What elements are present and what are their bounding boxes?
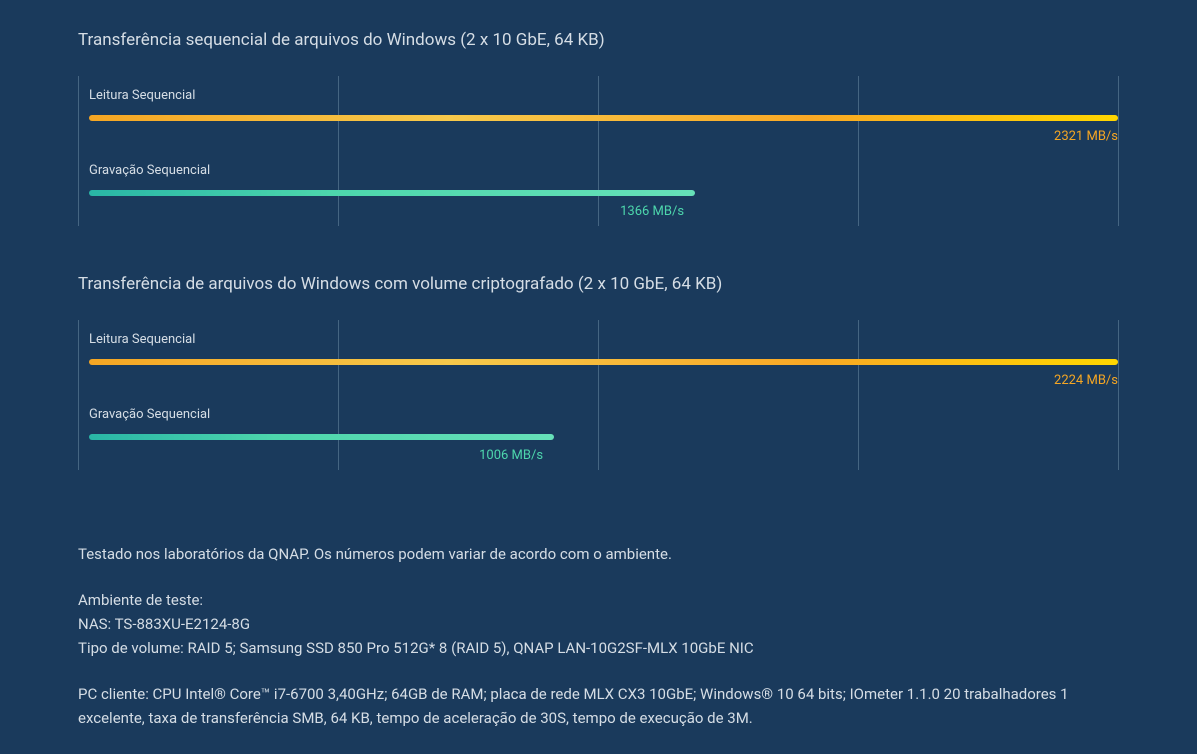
bar-fill-write: 1006 MB/s	[89, 434, 554, 440]
bar-value: 1006 MB/s	[479, 448, 543, 463]
bar-fill-read: 2224 MB/s	[89, 359, 1118, 365]
note-client: PC cliente: CPU Intel® Core™ i7-6700 3,4…	[78, 682, 1119, 730]
bar-value: 1366 MB/s	[620, 204, 684, 219]
bar-value: 2224 MB/s	[1054, 373, 1118, 388]
bar-row-write: Gravação Sequencial 1366 MB/s	[79, 151, 1118, 226]
bar-fill-read: 2321 MB/s	[89, 115, 1118, 121]
chart-box: Leitura Sequencial 2321 MB/s Gravação Se…	[78, 76, 1119, 226]
chart-section-1: Transferência sequencial de arquivos do …	[78, 30, 1119, 226]
env-nas: NAS: TS-883XU-E2124-8G	[78, 612, 1119, 636]
chart-title: Transferência sequencial de arquivos do …	[78, 30, 1119, 50]
bar-row-read: Leitura Sequencial 2321 MB/s	[79, 76, 1118, 151]
env-volume: Tipo de volume: RAID 5; Samsung SSD 850 …	[78, 636, 1119, 660]
bar-label: Gravação Sequencial	[89, 407, 1118, 422]
bar-value: 2321 MB/s	[1054, 129, 1118, 144]
bar-label: Gravação Sequencial	[89, 163, 1118, 178]
bar-row-write: Gravação Sequencial 1006 MB/s	[79, 395, 1118, 470]
bar-fill-write: 1366 MB/s	[89, 190, 695, 196]
footer-notes: Testado nos laboratórios da QNAP. Os núm…	[78, 542, 1119, 730]
chart-box: Leitura Sequencial 2224 MB/s Gravação Se…	[78, 320, 1119, 470]
bar-row-read: Leitura Sequencial 2224 MB/s	[79, 320, 1118, 395]
env-title: Ambiente de teste:	[78, 588, 1119, 612]
chart-section-2: Transferência de arquivos do Windows com…	[78, 274, 1119, 470]
bar-label: Leitura Sequencial	[89, 332, 1118, 347]
note-disclaimer: Testado nos laboratórios da QNAP. Os núm…	[78, 542, 1119, 566]
chart-title: Transferência de arquivos do Windows com…	[78, 274, 1119, 294]
note-environment: Ambiente de teste: NAS: TS-883XU-E2124-8…	[78, 588, 1119, 660]
bar-label: Leitura Sequencial	[89, 88, 1118, 103]
